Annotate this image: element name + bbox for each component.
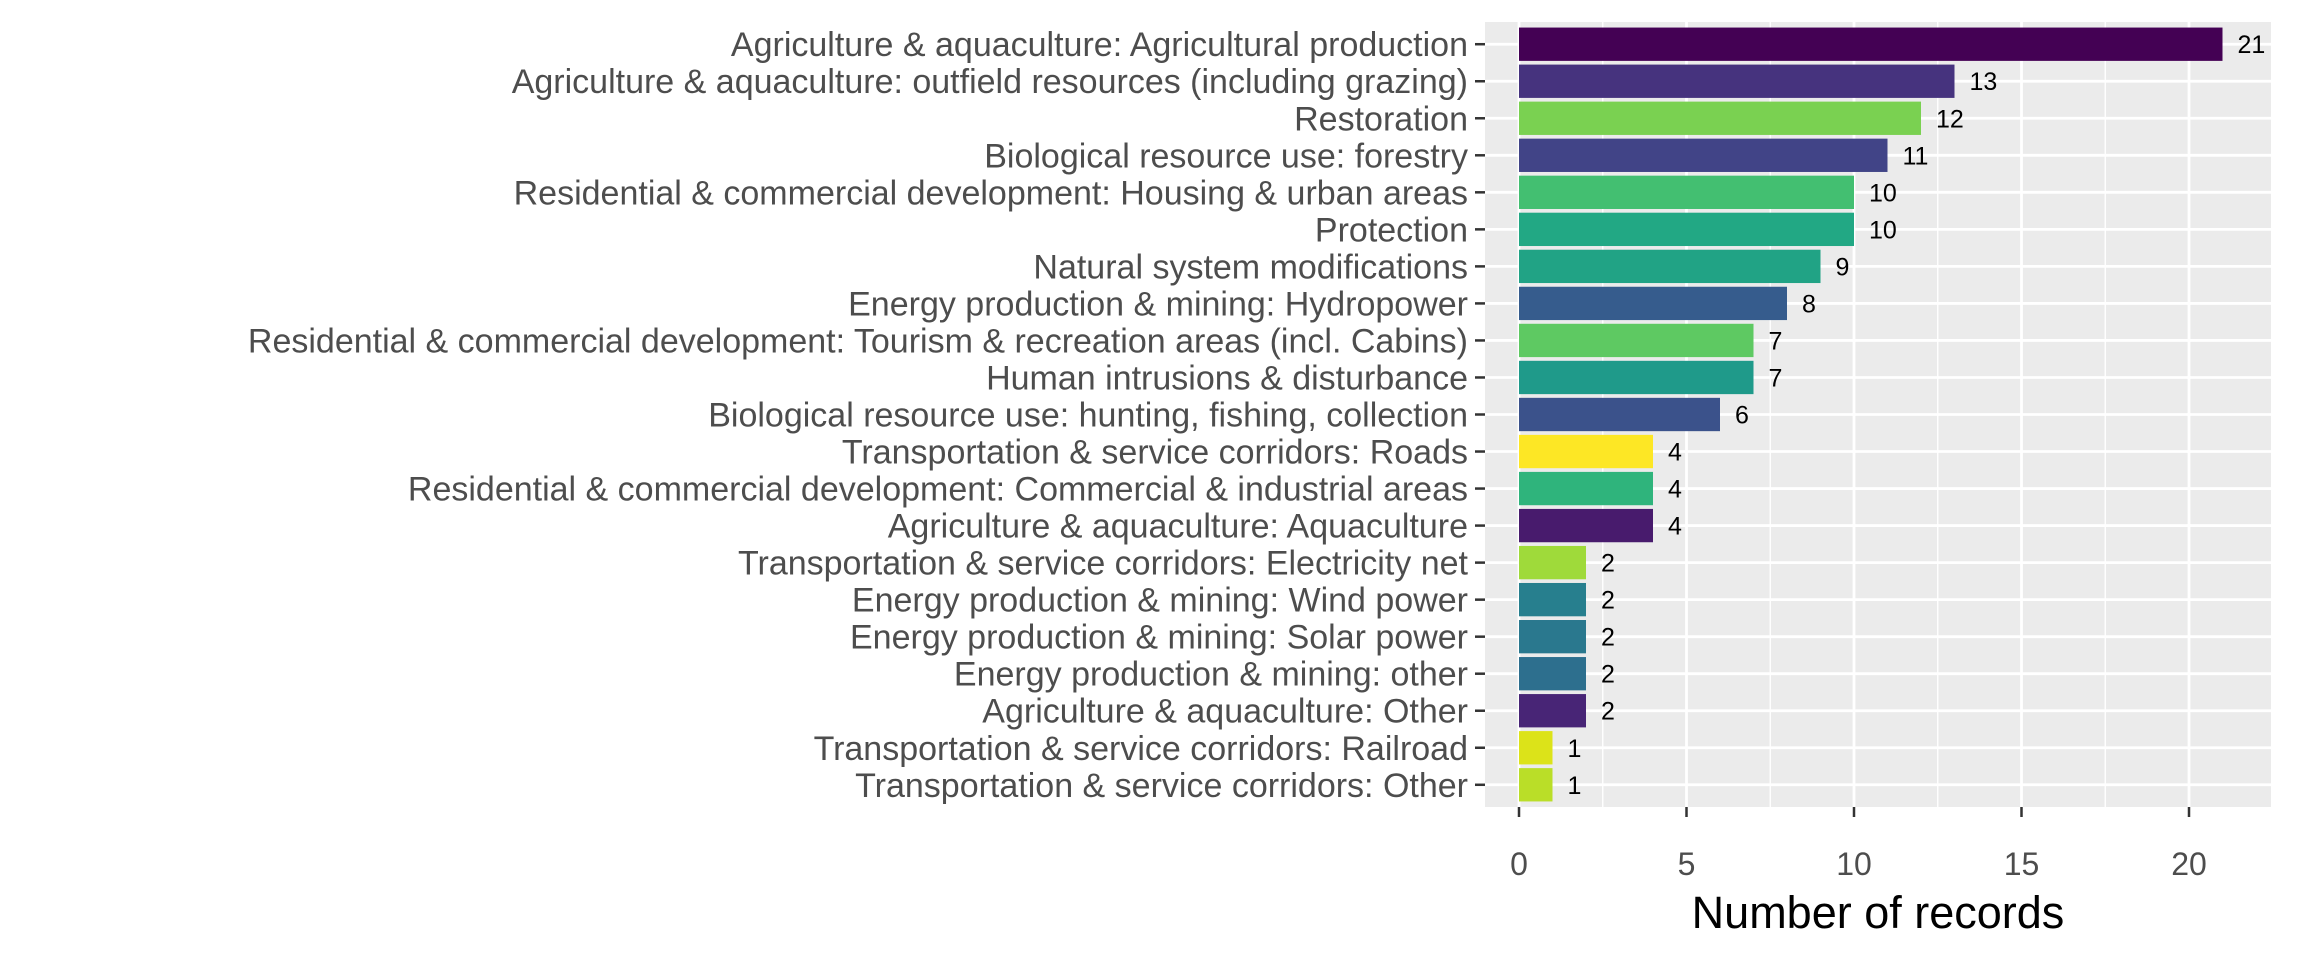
bar bbox=[1519, 249, 1821, 284]
x-axis: 0 5 10 15 20 bbox=[1510, 807, 2207, 882]
data-label: 2 bbox=[1601, 550, 1615, 578]
bar bbox=[1519, 212, 1854, 247]
bar bbox=[1519, 101, 1921, 135]
y-tick-label: Natural system modifications bbox=[1033, 248, 1468, 286]
data-label: 13 bbox=[1970, 68, 1998, 96]
bar bbox=[1519, 768, 1553, 802]
x-tick-label: 20 bbox=[2171, 846, 2207, 882]
x-tick-label: 10 bbox=[1836, 846, 1872, 882]
bar bbox=[1519, 508, 1653, 543]
data-label: 2 bbox=[1601, 661, 1615, 689]
y-tick-label: Energy production & mining: other bbox=[954, 656, 1468, 694]
y-tick-label: Agriculture & aquaculture: Aquaculture bbox=[888, 508, 1468, 546]
data-label: 7 bbox=[1769, 327, 1783, 355]
y-tick-label: Agriculture & aquaculture: Agricultural … bbox=[731, 26, 1468, 64]
data-label: 10 bbox=[1869, 179, 1897, 207]
bar bbox=[1519, 64, 1955, 98]
bar bbox=[1519, 434, 1653, 469]
data-label: 10 bbox=[1869, 216, 1897, 244]
y-tick-label: Residential & commercial development: Co… bbox=[408, 471, 1468, 509]
data-label: 4 bbox=[1668, 476, 1682, 504]
data-label: 4 bbox=[1668, 439, 1682, 467]
bar bbox=[1519, 620, 1586, 654]
data-label: 8 bbox=[1802, 290, 1816, 318]
y-tick-label: Residential & commercial development: To… bbox=[248, 322, 1468, 360]
data-label: 7 bbox=[1769, 364, 1783, 392]
y-tick-label: Energy production & mining: Wind power bbox=[852, 582, 1468, 620]
bar bbox=[1519, 582, 1586, 617]
data-label: 4 bbox=[1668, 513, 1682, 541]
data-label: 21 bbox=[2238, 31, 2266, 59]
y-tick-label: Biological resource use: hunting, fishin… bbox=[708, 397, 1468, 435]
data-label: 9 bbox=[1836, 253, 1850, 281]
bar bbox=[1519, 175, 1854, 209]
x-tick-label: 0 bbox=[1510, 846, 1528, 882]
bar bbox=[1519, 657, 1586, 691]
bar bbox=[1519, 397, 1720, 432]
bar bbox=[1519, 360, 1754, 395]
bar bbox=[1519, 471, 1653, 506]
data-label: 1 bbox=[1568, 735, 1582, 763]
y-tick-label: Protection bbox=[1315, 211, 1468, 249]
bar bbox=[1519, 731, 1553, 765]
data-label: 11 bbox=[1903, 142, 1929, 170]
y-tick-label: Agriculture & aquaculture: Other bbox=[982, 693, 1468, 731]
bars bbox=[1519, 27, 2223, 802]
y-tick-label: Transportation & service corridors: Elec… bbox=[738, 545, 1469, 583]
y-tick-label: Agriculture & aquaculture: outfield reso… bbox=[512, 63, 1468, 101]
y-tick-label: Transportation & service corridors: Road… bbox=[842, 434, 1468, 472]
data-label: 1 bbox=[1568, 772, 1582, 800]
y-tick-label: Transportation & service corridors: Rail… bbox=[814, 730, 1468, 768]
bar bbox=[1519, 545, 1586, 580]
data-label: 2 bbox=[1601, 624, 1615, 652]
data-label: 2 bbox=[1601, 698, 1615, 726]
bar bbox=[1519, 138, 1888, 172]
x-tick-label: 5 bbox=[1678, 846, 1696, 882]
y-tick-label: Energy production & mining: Hydropower bbox=[848, 285, 1468, 323]
y-tick-label: Residential & commercial development: Ho… bbox=[514, 174, 1468, 212]
x-axis-title: Number of records bbox=[1692, 887, 2065, 938]
y-tick-label: Human intrusions & disturbance bbox=[986, 359, 1468, 397]
data-label: 2 bbox=[1601, 587, 1615, 615]
y-axis: Agriculture & aquaculture: Agricultural … bbox=[248, 26, 1485, 805]
bar bbox=[1519, 694, 1586, 728]
bar bbox=[1519, 27, 2223, 61]
data-label: 6 bbox=[1735, 402, 1749, 430]
y-tick-label: Biological resource use: forestry bbox=[984, 137, 1468, 175]
bar bbox=[1519, 323, 1754, 358]
data-label: 12 bbox=[1936, 105, 1964, 133]
bar bbox=[1519, 286, 1787, 321]
y-tick-label: Restoration bbox=[1294, 100, 1468, 138]
x-tick-label: 15 bbox=[2004, 846, 2040, 882]
y-tick-label: Energy production & mining: Solar power bbox=[850, 619, 1468, 657]
y-tick-label: Transportation & service corridors: Othe… bbox=[855, 767, 1468, 805]
